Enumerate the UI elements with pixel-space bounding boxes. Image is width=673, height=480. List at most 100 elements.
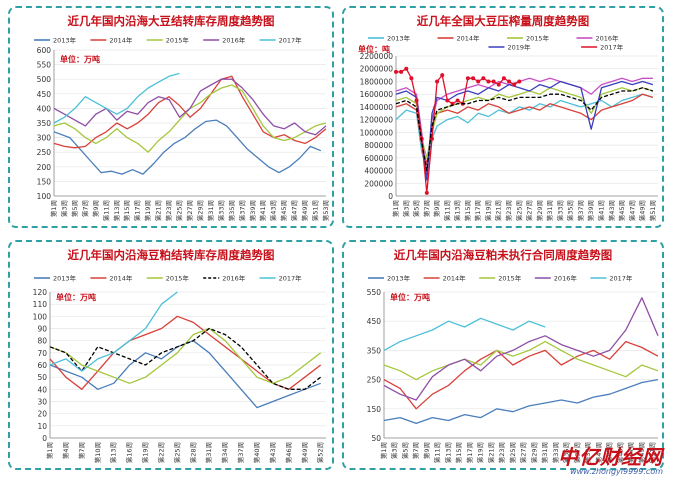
x-tick-label: 第33周 <box>551 442 560 463</box>
data-point <box>471 76 476 81</box>
y-tick-label: 600000 <box>364 154 393 163</box>
x-tick-label: 第7周 <box>411 442 420 459</box>
x-tick-label: 第19周 <box>141 442 150 463</box>
x-tick-label: 第13周 <box>443 442 452 463</box>
watermark-logo: 中亿财经网 <box>558 445 663 469</box>
x-tick-label: 第9周 <box>91 200 100 217</box>
x-tick-label: 第39周 <box>586 200 595 221</box>
series-line <box>396 68 520 194</box>
y-tick-label: 100 <box>33 312 48 321</box>
x-tick-label: 第22周 <box>156 442 165 463</box>
legend-entry: 2015年 <box>166 274 190 283</box>
x-tick-label: 第15周 <box>463 200 472 221</box>
y-tick-label: 800000 <box>364 141 393 150</box>
data-point <box>404 66 409 71</box>
y-tick-label: 1800000 <box>360 77 394 86</box>
y-tick-label: 90 <box>37 325 47 334</box>
data-point <box>424 190 429 195</box>
series-line <box>53 75 327 149</box>
x-tick-label: 第37周 <box>572 442 581 463</box>
x-tick-label: 第3周 <box>59 200 68 217</box>
chart-title: 近几年国内沿海豆粕未执行合同周度趋势图 <box>394 248 613 262</box>
chart-panel-soybean-crush: 近几年全国大豆压榨量周度趋势图 单位：吨 0 200000 400000 600000 80… <box>342 6 664 228</box>
legend-entry: 2013年 <box>53 274 77 283</box>
x-tick-label: 第1周 <box>45 442 54 459</box>
x-tick-label: 第45周 <box>615 442 624 463</box>
x-tick-label: 第33周 <box>555 200 564 221</box>
y-tick-label: 400000 <box>364 167 393 176</box>
data-point <box>496 82 501 87</box>
x-tick-label: 第19周 <box>476 442 485 463</box>
x-tick-label: 第43周 <box>607 200 616 221</box>
x-tick-label: 第7周 <box>80 200 89 217</box>
y-tick-label: 200000 <box>364 179 393 188</box>
x-tick-label: 第25周 <box>172 442 181 463</box>
series-line <box>383 340 659 381</box>
x-tick-label: 第45周 <box>617 200 626 221</box>
x-tick-label: 第31周 <box>206 200 215 221</box>
y-tick-label: 30 <box>37 398 47 407</box>
legend-entry: 2017年 <box>600 43 624 52</box>
x-tick-label: 第1周 <box>379 442 388 459</box>
x-tick-label: 第51周 <box>311 200 320 221</box>
y-tick-label: 400 <box>37 104 52 113</box>
series-line <box>383 297 659 401</box>
series-line <box>53 78 327 136</box>
data-point <box>399 69 404 74</box>
y-tick-label: 10 <box>37 422 47 431</box>
y-tick-label: 500 <box>37 75 52 84</box>
chart-title: 近几年国内沿海大豆结转库存周度趋势图 <box>68 14 275 28</box>
y-tick-label: 2000000 <box>360 65 394 74</box>
x-tick-label: 第52周 <box>316 442 325 463</box>
series-line <box>53 119 322 175</box>
x-tick-label: 第39周 <box>583 442 592 463</box>
x-tick-label: 第31周 <box>540 442 549 463</box>
legend-entry: 2016年 <box>554 274 578 283</box>
x-tick-label: 第1周 <box>49 200 58 217</box>
x-tick-label: 第37周 <box>236 442 245 463</box>
x-tick-label: 第41周 <box>258 200 267 221</box>
x-tick-label: 第29周 <box>535 200 544 221</box>
x-tick-label: 第49周 <box>300 442 309 463</box>
x-tick-label: 第5周 <box>400 442 409 459</box>
series-line <box>395 87 654 159</box>
legend-entry: 2013年 <box>387 274 411 283</box>
legend-entry: 2019年 <box>507 43 531 52</box>
x-tick-label: 第1周 <box>391 200 400 217</box>
x-tick-label: 第46周 <box>284 442 293 463</box>
x-tick-label: 第39周 <box>248 200 257 221</box>
legend-entry: 2016年 <box>596 34 620 43</box>
series-line <box>49 340 321 409</box>
x-tick-label: 第35周 <box>562 442 571 463</box>
y-tick-label: 450 <box>367 317 382 326</box>
data-point <box>501 76 506 81</box>
x-tick-label: 第31周 <box>545 200 554 221</box>
data-point <box>435 79 440 84</box>
y-tick-label: 2200000 <box>360 52 394 61</box>
x-tick-label: 第51周 <box>648 442 657 463</box>
x-tick-label: 第49周 <box>637 442 646 463</box>
y-tick-label: 350 <box>367 346 382 355</box>
data-point <box>491 79 496 84</box>
x-tick-label: 第19周 <box>483 200 492 221</box>
x-tick-label: 第41周 <box>596 200 605 221</box>
series-line <box>49 327 322 384</box>
x-tick-label: 第4周 <box>61 442 70 459</box>
chart-title: 近几年国内沿海豆粕结转库存周度趋势图 <box>68 248 275 262</box>
legend-entry: 2017年 <box>279 36 303 45</box>
x-tick-label: 第49周 <box>638 200 647 221</box>
x-tick-label: 第43周 <box>269 200 278 221</box>
chart-panel-meal-contracts: 近几年国内沿海豆粕未执行合同周度趋势图 单位：万吨 50 150 250 350 450 55… <box>342 240 664 470</box>
data-point <box>507 79 512 84</box>
x-tick-label: 第37周 <box>576 200 585 221</box>
x-tick-label: 第17周 <box>133 200 142 221</box>
x-tick-label: 第5周 <box>70 200 79 217</box>
y-tick-label: 40 <box>37 385 47 394</box>
x-tick-label: 第23周 <box>164 200 173 221</box>
y-tick-label: 120 <box>33 288 48 297</box>
x-tick-label: 第43周 <box>605 442 614 463</box>
y-tick-label: 50 <box>37 373 47 382</box>
legend-entry: 2016年 <box>222 36 246 45</box>
